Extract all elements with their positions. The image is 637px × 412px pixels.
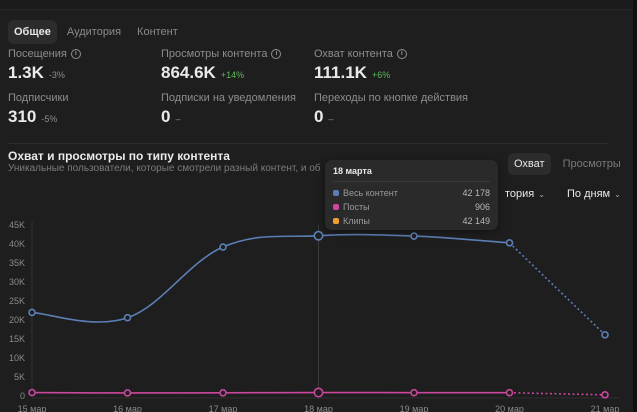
metric-delta: +14% [220, 70, 245, 80]
y-tick-label: 35K [9, 258, 25, 268]
metric-delta: -5% [41, 114, 58, 124]
y-tick-label: 40K [9, 239, 25, 249]
chevron-down-icon: ⌄ [538, 189, 545, 199]
data-point [219, 243, 227, 251]
tooltip-title: 18 марта [333, 166, 490, 182]
y-tick-label: 0 [20, 391, 25, 401]
section-subtitle: Уникальные пользователи, которые смотрел… [8, 163, 321, 174]
metric-label: Переходы по кнопке действия [314, 92, 469, 104]
data-point [313, 387, 324, 398]
data-point [410, 388, 418, 397]
legend-swatch-posts [333, 204, 339, 210]
metric-action-clicks: Переходы по кнопке действия 0– [314, 92, 468, 127]
x-tick-label: 15 мар [18, 404, 47, 412]
tooltip-row-name: Посты [343, 202, 370, 212]
data-point [505, 239, 514, 247]
tooltip-row: Посты 906 [333, 200, 490, 214]
y-tick-label: 25K [9, 296, 25, 306]
metric-label: Посещения [8, 48, 67, 60]
tooltip-row: Клипы 42 149 [333, 214, 490, 228]
series-line-forecast-0 [508, 242, 606, 336]
metric-content-reach: Охват контента i 111.1K +6% [314, 48, 407, 83]
window-edge [633, 0, 637, 412]
top-bar [0, 0, 637, 10]
metric-value: 864.6K [161, 63, 216, 82]
x-tick-label: 17 мар [209, 404, 238, 412]
y-tick-label: 5K [14, 372, 25, 382]
metric-toggle: Охват Просмотры [508, 153, 627, 175]
tooltip-row-name: Весь контент [343, 188, 398, 198]
tooltip-row-value: 42 178 [462, 188, 490, 198]
tooltip-row-value: 906 [474, 202, 490, 212]
toggle-views[interactable]: Просмотры [562, 158, 621, 170]
metric-delta: – [328, 114, 334, 124]
metric-value: 310 [8, 107, 37, 126]
metric-label: Просмотры контента [161, 48, 268, 60]
data-point [123, 313, 132, 322]
metric-value: 0 [314, 107, 324, 126]
data-point [123, 389, 132, 397]
metric-value: 111.1K [314, 63, 367, 82]
data-point [601, 391, 609, 399]
series-line-forecast-1 [509, 391, 606, 396]
data-point [28, 388, 36, 397]
metric-label: Охват контента [314, 48, 393, 60]
metric-subscribers: Подписчики 310 -5% [8, 92, 69, 127]
tab-bar: Общее Аудитория Контент [8, 20, 184, 44]
data-point [219, 388, 227, 397]
category-dropdown-label: тория [505, 188, 535, 200]
info-icon[interactable]: i [396, 49, 407, 59]
data-point [601, 331, 609, 339]
metric-delta: -3% [48, 70, 65, 80]
data-point [505, 388, 514, 397]
category-dropdown[interactable]: тория ⌄ [505, 188, 545, 200]
y-tick-label: 10K [9, 353, 25, 363]
metric-label: Подписки на уведомления [161, 92, 296, 104]
series-line-0 [31, 233, 510, 323]
tab-general[interactable]: Общее [8, 20, 57, 44]
legend-swatch-all [333, 190, 339, 196]
reach-line-chart[interactable]: 0 5K 10K 15K 20K 25K 30K 35K 40K 45K 15 мар 16 мар 1… [0, 210, 633, 412]
data-point [28, 308, 36, 317]
x-tick-label: 21 мар [591, 404, 620, 412]
metric-delta: – [175, 114, 181, 124]
period-dropdown-label: По дням [567, 188, 611, 200]
x-tick-label: 20 мар [495, 404, 524, 412]
metric-value: 1.3K [8, 63, 44, 82]
divider [8, 143, 608, 144]
x-tick-label: 18 мар [304, 404, 333, 412]
metric-content-views: Просмотры контента i 864.6K +14% [161, 48, 282, 83]
info-icon[interactable]: i [271, 49, 282, 59]
metric-visits: Посещения i 1.3K -3% [8, 48, 81, 83]
metric-label: Подписчики [8, 92, 69, 104]
tooltip-row-value: 42 149 [462, 216, 490, 226]
info-icon[interactable]: i [70, 49, 81, 59]
metric-notification-subs: Подписки на уведомления 0– [161, 92, 296, 127]
y-tick-label: 45K [9, 220, 25, 230]
data-point [313, 230, 324, 241]
tooltip-row-name: Клипы [343, 216, 370, 226]
toggle-reach[interactable]: Охват [508, 153, 551, 175]
tab-content[interactable]: Контент [137, 26, 178, 38]
tooltip-row: Весь контент 42 178 [333, 186, 490, 200]
x-tick-label: 16 мар [113, 404, 142, 412]
data-point [410, 232, 418, 240]
y-tick-label: 30K [9, 277, 25, 287]
legend-swatch-clips [333, 218, 339, 224]
period-dropdown[interactable]: По дням ⌄ [567, 188, 621, 200]
chevron-down-icon: ⌄ [614, 189, 621, 199]
metric-value: 0 [161, 107, 171, 126]
chart-tooltip: 18 марта Весь контент 42 178 Посты 906 К… [325, 160, 498, 230]
y-tick-label: 20K [9, 315, 25, 325]
x-tick-label: 19 мар [400, 404, 429, 412]
section-title: Охват и просмотры по типу контента [8, 149, 230, 163]
tab-audience[interactable]: Аудитория [66, 26, 122, 38]
metric-delta: +6% [371, 70, 391, 80]
y-tick-label: 15K [9, 334, 25, 344]
